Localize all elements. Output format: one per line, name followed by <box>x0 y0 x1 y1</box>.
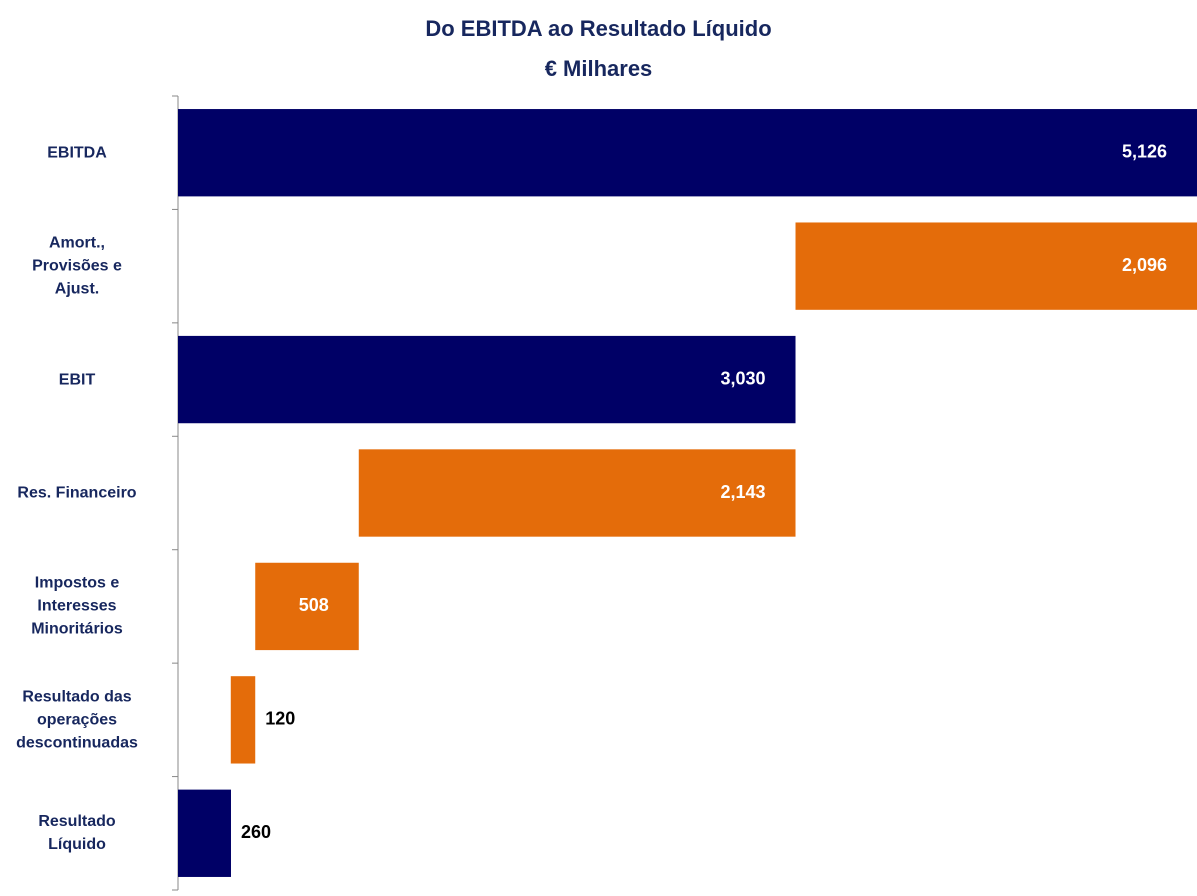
bar <box>230 676 256 764</box>
category-label: Amort., Provisões e Ajust. <box>32 234 122 298</box>
bar <box>795 222 1197 310</box>
category-label: Resultado das operações descontinuadas <box>16 688 138 752</box>
value-label: 3,030 <box>720 368 765 388</box>
value-label: 2,096 <box>1122 255 1167 275</box>
category-label: EBIT <box>58 371 96 389</box>
bar <box>178 335 796 424</box>
bar <box>178 109 1197 197</box>
chart-title: Do EBITDA ao Resultado Líquido <box>425 16 772 41</box>
category-label: Impostos e Interesses Minoritários <box>31 574 123 638</box>
bar <box>358 449 796 537</box>
value-label: 260 <box>241 822 271 842</box>
category-label: Resultado Líquido <box>38 813 116 854</box>
value-label: 120 <box>265 709 295 729</box>
bar <box>178 789 231 877</box>
chart-subtitle: € Milhares <box>544 56 653 81</box>
category-label: Res. Financeiro <box>17 484 137 502</box>
bar <box>255 562 359 651</box>
value-label: 5,126 <box>1122 141 1167 161</box>
value-label: 2,143 <box>720 482 765 502</box>
category-label: EBITDA <box>47 144 107 162</box>
value-label: 508 <box>299 595 329 615</box>
